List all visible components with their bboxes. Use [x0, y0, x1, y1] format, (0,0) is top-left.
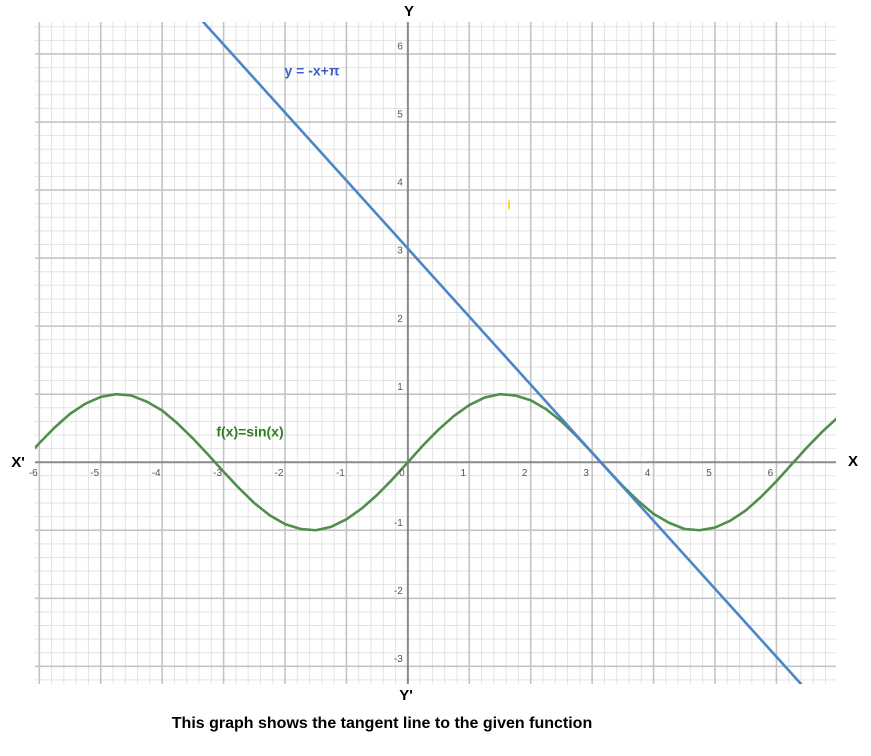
- series-line: [35, 392, 836, 532]
- x-tick-label: -1: [336, 468, 345, 479]
- y-tick-label: 5: [397, 110, 403, 121]
- y-axis-negative-label: Y': [399, 687, 413, 704]
- y-axis-label: Y: [404, 3, 414, 20]
- x-tick-label: -3: [213, 468, 222, 479]
- y-tick-label: 6: [397, 42, 403, 53]
- y-tick-label: -3: [394, 654, 403, 665]
- annotation: I: [507, 197, 511, 212]
- y-tick-label: 2: [397, 314, 403, 325]
- x-tick-label: -5: [90, 468, 99, 479]
- grid: [35, 22, 836, 684]
- x-axis-negative-label: X': [11, 454, 25, 471]
- x-tick-label: -6: [29, 468, 38, 479]
- line-label: y = -x+π: [284, 63, 339, 79]
- x-tick-label: 1: [461, 468, 467, 479]
- x-tick-label: -2: [275, 468, 284, 479]
- x-tick-label: 3: [583, 468, 589, 479]
- y-tick-label: -1: [394, 518, 403, 529]
- x-tick-label: -4: [152, 468, 161, 479]
- y-tick-label: 4: [397, 178, 403, 189]
- y-tick-label: -2: [394, 586, 403, 597]
- plot-area: [35, 22, 836, 684]
- x-tick-label: 5: [706, 468, 712, 479]
- x-tick-label: 4: [645, 468, 651, 479]
- x-axis-label: X: [848, 453, 858, 470]
- x-tick-label: 0: [399, 468, 405, 479]
- y-tick-label: 3: [397, 246, 403, 257]
- x-tick-label: 6: [768, 468, 774, 479]
- caption: This graph shows the tangent line to the…: [172, 715, 592, 732]
- series-line: [201, 22, 803, 684]
- y-tick-label: 1: [397, 382, 403, 393]
- curve-label: f(x)=sin(x): [216, 424, 283, 440]
- x-tick-label: 2: [522, 468, 528, 479]
